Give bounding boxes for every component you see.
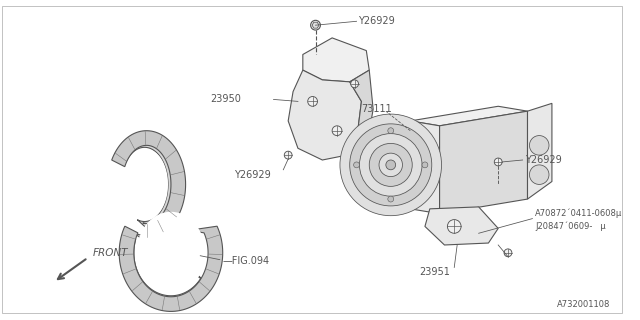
Circle shape: [388, 128, 394, 134]
Polygon shape: [288, 70, 362, 160]
Circle shape: [360, 134, 422, 196]
Circle shape: [284, 151, 292, 159]
Text: A732001108: A732001108: [557, 300, 611, 309]
Polygon shape: [440, 111, 527, 214]
Circle shape: [379, 153, 403, 177]
Text: Y26929: Y26929: [358, 16, 396, 26]
Polygon shape: [425, 207, 498, 245]
Circle shape: [447, 220, 461, 233]
Circle shape: [332, 126, 342, 136]
Polygon shape: [125, 149, 168, 220]
Circle shape: [504, 249, 512, 257]
Polygon shape: [137, 212, 205, 294]
Polygon shape: [527, 103, 552, 199]
Circle shape: [340, 114, 442, 216]
Polygon shape: [127, 153, 162, 216]
Polygon shape: [115, 134, 212, 309]
Circle shape: [349, 124, 432, 206]
Polygon shape: [112, 131, 223, 311]
Text: A70872´0411-0608µ: A70872´0411-0608µ: [535, 209, 623, 219]
Circle shape: [494, 158, 502, 166]
Polygon shape: [303, 38, 369, 82]
Circle shape: [388, 196, 394, 202]
Circle shape: [351, 80, 358, 88]
Circle shape: [529, 165, 549, 184]
Circle shape: [310, 20, 321, 30]
Polygon shape: [312, 22, 319, 28]
Text: Y26929: Y26929: [525, 155, 561, 165]
Text: Y26929: Y26929: [234, 170, 271, 180]
Circle shape: [354, 162, 360, 168]
Polygon shape: [347, 70, 373, 155]
Text: 23951: 23951: [419, 267, 450, 277]
Circle shape: [386, 160, 396, 170]
Circle shape: [308, 97, 317, 106]
Polygon shape: [410, 106, 527, 126]
Text: FRONT: FRONT: [93, 248, 128, 258]
Polygon shape: [410, 121, 440, 214]
Circle shape: [369, 143, 412, 186]
Text: J20847´0609-   µ: J20847´0609- µ: [535, 222, 606, 231]
Circle shape: [529, 136, 549, 155]
Text: 23950: 23950: [210, 94, 241, 104]
Text: —FIG.094: —FIG.094: [223, 256, 270, 266]
Circle shape: [422, 162, 428, 168]
Text: 73111: 73111: [362, 104, 392, 114]
